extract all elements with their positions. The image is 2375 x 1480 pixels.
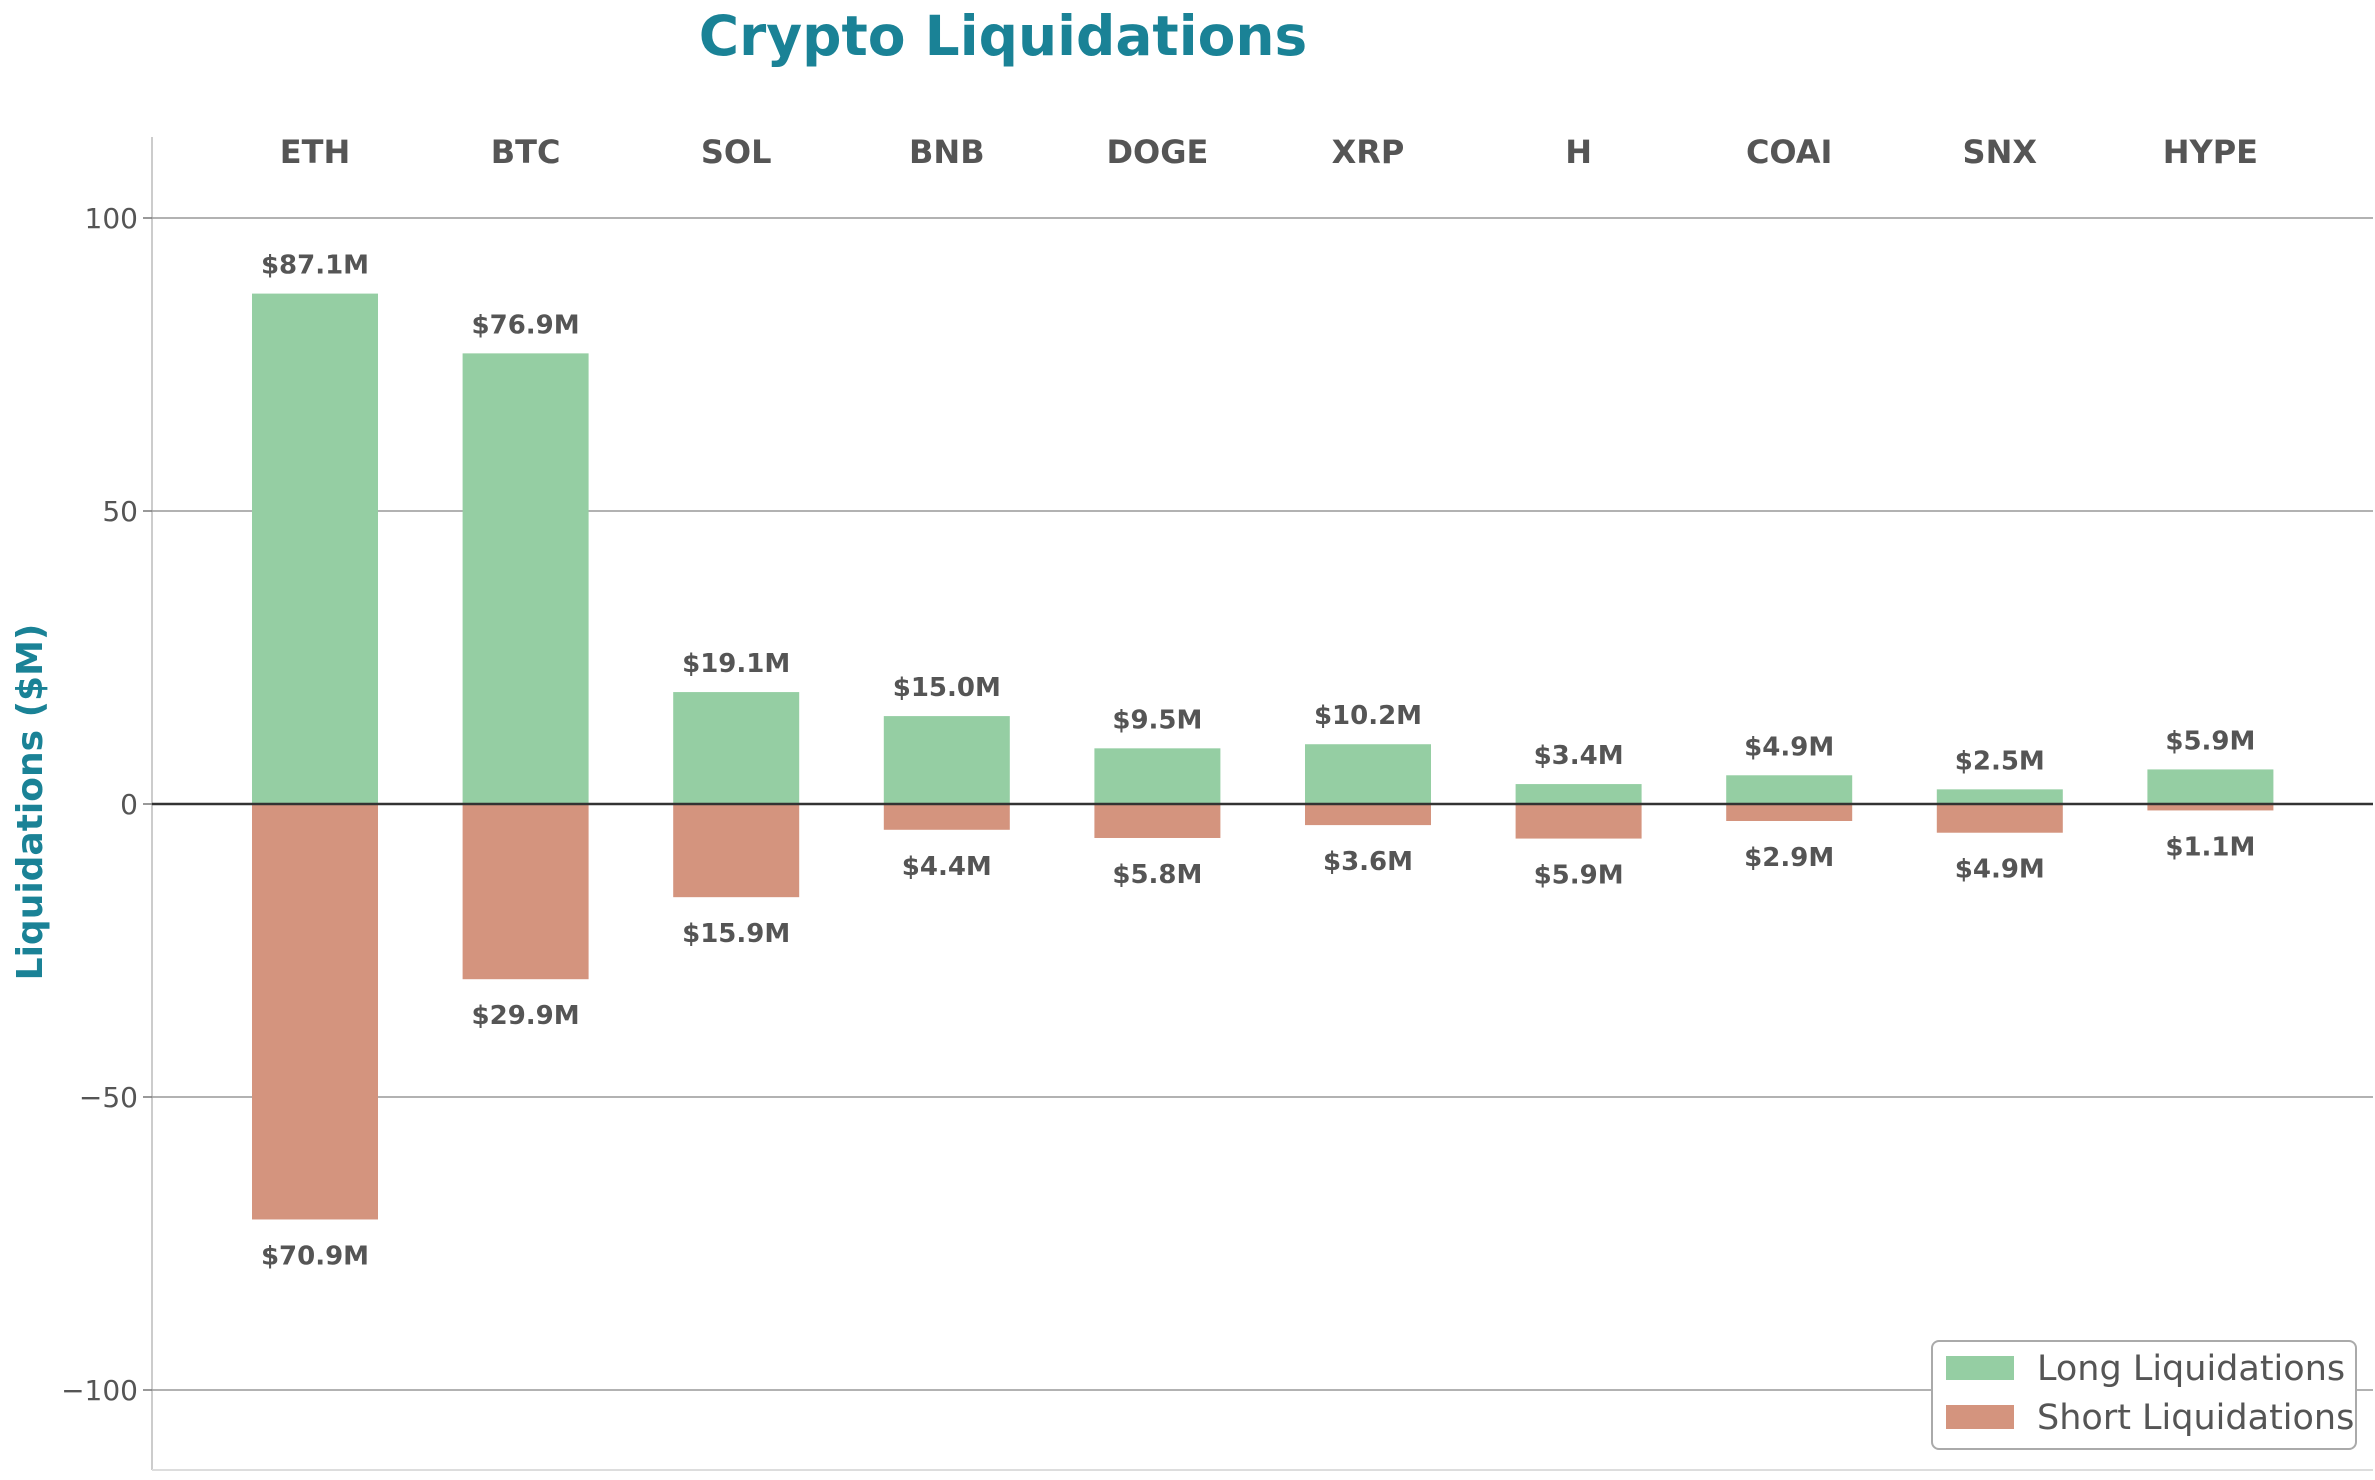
- short-value-label: $2.9M: [1744, 843, 1834, 873]
- category-labels: ETH BTC SOL BNB DOGE XRP H COAI SNX HYPE: [280, 133, 2258, 171]
- long-bar: [2147, 769, 2274, 804]
- long-bar: [1515, 784, 1642, 804]
- long-value-label: $9.5M: [1112, 705, 1202, 735]
- long-value-label: $5.9M: [2165, 726, 2255, 756]
- short-value-label: $1.1M: [2165, 832, 2255, 862]
- short-value-label: $5.9M: [1534, 861, 1624, 891]
- y-tick-label: 50: [102, 495, 138, 528]
- short-bar: [673, 804, 800, 898]
- legend-label-short: Short Liquidations: [2037, 1398, 2354, 1438]
- short-bar: [1936, 804, 2063, 833]
- y-axis-ticks: 100 50 0 −50 −100: [61, 202, 152, 1407]
- long-value-label: $76.9M: [472, 310, 580, 340]
- long-bar: [462, 353, 589, 804]
- short-bar: [2147, 804, 2274, 811]
- y-tick-label: −100: [61, 1374, 138, 1407]
- category-label: DOGE: [1106, 133, 1208, 171]
- short-value-label: $4.9M: [1955, 855, 2045, 885]
- y-tick-label: 100: [85, 202, 138, 235]
- long-bar: [883, 716, 1010, 804]
- short-bar: [252, 804, 378, 1220]
- long-value-label: $4.9M: [1744, 732, 1834, 762]
- long-value-label: $3.4M: [1534, 741, 1624, 771]
- category-label: XRP: [1332, 133, 1405, 171]
- legend: Long Liquidations Short Liquidations: [1931, 1340, 2357, 1450]
- short-value-label: $15.9M: [682, 919, 790, 949]
- long-bar: [252, 293, 378, 804]
- category-label: ETH: [280, 133, 350, 171]
- y-axis-label: Liquidations ($M): [10, 624, 51, 981]
- long-value-label: $19.1M: [682, 649, 790, 679]
- legend-swatch-long: [1946, 1356, 2014, 1380]
- short-bar: [462, 804, 589, 980]
- long-value-label: $15.0M: [893, 673, 1001, 703]
- short-bar: [1515, 804, 1642, 839]
- long-bar: [673, 692, 800, 804]
- chart-title: Crypto Liquidations: [699, 4, 1308, 68]
- long-value-label: $87.1M: [261, 251, 369, 281]
- long-bar: [1726, 775, 1853, 804]
- y-tick-label: 0: [120, 788, 138, 821]
- long-bar: [1936, 789, 2063, 804]
- short-value-label: $70.9M: [261, 1241, 369, 1271]
- legend-box: [1931, 1340, 2357, 1450]
- legend-swatch-short: [1946, 1405, 2014, 1429]
- legend-label-long: Long Liquidations: [2037, 1349, 2345, 1389]
- long-value-label: $2.5M: [1955, 746, 2045, 776]
- short-value-label: $4.4M: [902, 852, 992, 882]
- long-value-label: $10.2M: [1314, 701, 1422, 731]
- short-value-label: $5.8M: [1112, 860, 1202, 890]
- long-bar: [1305, 744, 1431, 804]
- y-tick-label: −50: [79, 1081, 138, 1114]
- short-bar: [1094, 804, 1221, 838]
- category-label: SNX: [1963, 133, 2038, 171]
- category-label: H: [1565, 133, 1592, 171]
- long-bar: [1094, 748, 1221, 804]
- bars: [152, 293, 2373, 1220]
- category-label: BTC: [491, 133, 561, 171]
- short-bar: [1305, 804, 1431, 826]
- category-label: COAI: [1746, 133, 1833, 171]
- short-value-label: $3.6M: [1323, 847, 1413, 877]
- bar-labels: $87.1M $70.9M $76.9M $29.9M $19.1M $15.9M $15.…: [261, 251, 2255, 1272]
- category-label: HYPE: [2163, 133, 2258, 171]
- short-value-label: $29.9M: [472, 1001, 580, 1031]
- short-bar: [1726, 804, 1853, 821]
- category-label: BNB: [909, 133, 985, 171]
- category-label: SOL: [701, 133, 772, 171]
- short-bar: [883, 804, 1010, 830]
